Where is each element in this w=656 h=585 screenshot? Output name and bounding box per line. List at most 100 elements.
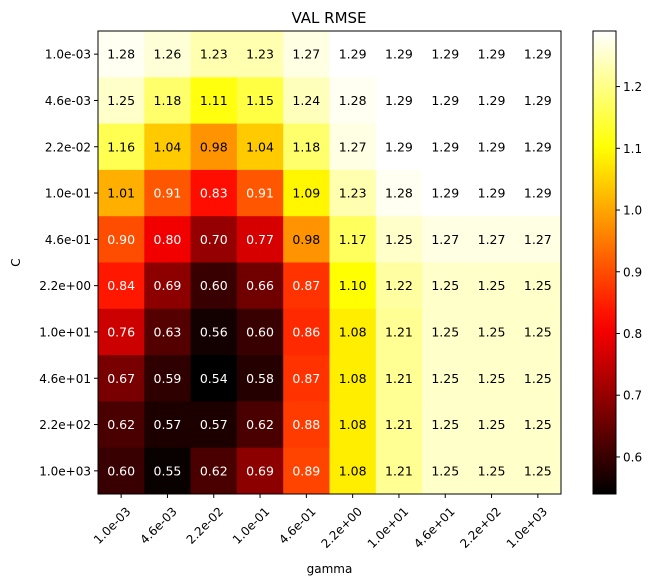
- heatmap-cell: [514, 77, 562, 125]
- heatmap-cell: [144, 355, 192, 402]
- colorbar-tick-label: 1.2: [623, 80, 642, 94]
- heatmap-cell: [190, 401, 238, 449]
- heatmap-cell: [422, 123, 469, 171]
- cell-value-label: 0.54: [200, 371, 228, 386]
- heatmap-cell: [329, 308, 377, 356]
- cell-value-label: 1.23: [200, 47, 228, 62]
- cell-value-label: 1.25: [478, 371, 506, 386]
- heatmap-cell: [236, 77, 284, 125]
- heatmap-cell: [375, 401, 423, 449]
- cell-value-label: 0.60: [107, 463, 135, 478]
- cell-value-label: 1.25: [107, 93, 135, 108]
- cell-value-label: 1.25: [524, 417, 552, 432]
- heatmap-cell: [375, 31, 423, 78]
- heatmap-cell: [375, 308, 423, 356]
- heatmap-cell: [422, 447, 469, 495]
- heatmap-cell: [422, 355, 469, 402]
- y-tick-label: 1.0e+03: [39, 464, 91, 478]
- heatmap-cell: [514, 355, 562, 402]
- cell-value-label: 1.08: [339, 417, 367, 432]
- y-tick-label: 4.6e+01: [39, 372, 91, 386]
- cell-value-label: 0.69: [154, 278, 182, 293]
- heatmap-cell: [422, 77, 469, 125]
- cell-value-label: 1.08: [339, 463, 367, 478]
- cell-value-label: 0.69: [246, 463, 274, 478]
- cell-value-label: 1.29: [478, 186, 506, 201]
- cell-value-label: 1.25: [431, 324, 459, 339]
- heatmap-cell: [283, 308, 330, 356]
- heatmap-cell: [514, 262, 562, 310]
- heatmap-cell: [375, 169, 423, 217]
- cell-value-label: 1.16: [107, 139, 135, 154]
- cell-value-label: 1.18: [292, 139, 320, 154]
- heatmap-cell: [98, 355, 145, 402]
- cell-value-label: 1.29: [339, 47, 367, 62]
- cell-value-label: 0.57: [200, 417, 228, 432]
- heatmap-cell: [190, 262, 238, 310]
- heatmap-cell: [375, 77, 423, 125]
- cell-value-label: 1.09: [292, 186, 320, 201]
- cell-value-label: 1.22: [385, 278, 413, 293]
- cell-value-label: 1.25: [478, 278, 506, 293]
- heatmap-cell: [144, 216, 192, 263]
- cell-value-label: 1.27: [524, 232, 552, 247]
- heatmap-cell: [283, 355, 330, 402]
- heatmap-cell: [514, 447, 562, 495]
- cell-value-label: 0.88: [292, 417, 320, 432]
- cell-value-label: 1.15: [246, 93, 274, 108]
- y-axis-ticks: 1.0e-03 4.6e-03 2.2e-02 1.0e-01 4.6e-01 2.2e+…: [39, 48, 98, 478]
- cell-value-label: 1.29: [478, 93, 506, 108]
- x-tick-label: 1.0e-01: [230, 504, 272, 546]
- heatmap-cell: [236, 123, 284, 171]
- cell-value-label: 0.56: [200, 324, 228, 339]
- heatmap-cell: [468, 308, 516, 356]
- cell-value-label: 1.25: [524, 278, 552, 293]
- heatmap-cell: [329, 169, 377, 217]
- x-tick-label: 2.2e-02: [184, 504, 226, 546]
- cell-value-label: 0.60: [200, 278, 228, 293]
- y-tick-label: 2.2e+02: [39, 418, 91, 432]
- heatmap-cell: [468, 262, 516, 310]
- heatmap-cell: [98, 308, 145, 356]
- cell-value-label: 0.77: [246, 232, 274, 247]
- heatmap-cell: [329, 355, 377, 402]
- x-tick-label: 1.0e+03: [504, 504, 551, 551]
- heatmap-cell: [514, 31, 562, 78]
- heatmap-cell: [190, 308, 238, 356]
- heatmap-cell: [329, 262, 377, 310]
- heatmap-cell: [144, 31, 192, 78]
- cell-value-label: 1.01: [107, 186, 135, 201]
- cell-value-label: 0.67: [107, 371, 135, 386]
- heatmap-cell: [98, 169, 145, 217]
- cell-value-label: 0.91: [246, 186, 274, 201]
- heatmap-cell: [98, 262, 145, 310]
- cell-value-label: 1.11: [200, 93, 228, 108]
- cell-value-label: 0.66: [246, 278, 274, 293]
- heatmap-cell: [375, 216, 423, 263]
- heatmap-cell: [236, 169, 284, 217]
- heatmap-cell: [283, 31, 330, 78]
- heatmap-cell: [236, 262, 284, 310]
- heatmap-cell: [468, 401, 516, 449]
- cell-value-label: 0.91: [154, 186, 182, 201]
- heatmap-cell: [468, 169, 516, 217]
- heatmap-cell: [190, 123, 238, 171]
- cell-value-label: 1.25: [478, 324, 506, 339]
- cell-value-label: 1.25: [385, 232, 413, 247]
- heatmap-cell: [329, 401, 377, 449]
- cell-value-label: 0.90: [107, 232, 135, 247]
- heatmap-cell: [468, 31, 516, 78]
- cell-value-label: 0.87: [292, 371, 320, 386]
- cell-value-label: 1.21: [385, 417, 413, 432]
- heatmap-cell: [329, 216, 377, 263]
- heatmap-cell: [144, 308, 192, 356]
- heatmap-cell: [283, 216, 330, 263]
- cell-value-label: 1.28: [107, 47, 135, 62]
- cell-value-label: 1.25: [524, 324, 552, 339]
- heatmap-cell: [283, 77, 330, 125]
- colorbar-tick-label: 1.0: [623, 204, 642, 218]
- cell-value-label: 0.86: [292, 324, 320, 339]
- heatmap-cell: [236, 447, 284, 495]
- cell-value-label: 0.60: [246, 324, 274, 339]
- y-tick-label: 1.0e-03: [45, 48, 91, 62]
